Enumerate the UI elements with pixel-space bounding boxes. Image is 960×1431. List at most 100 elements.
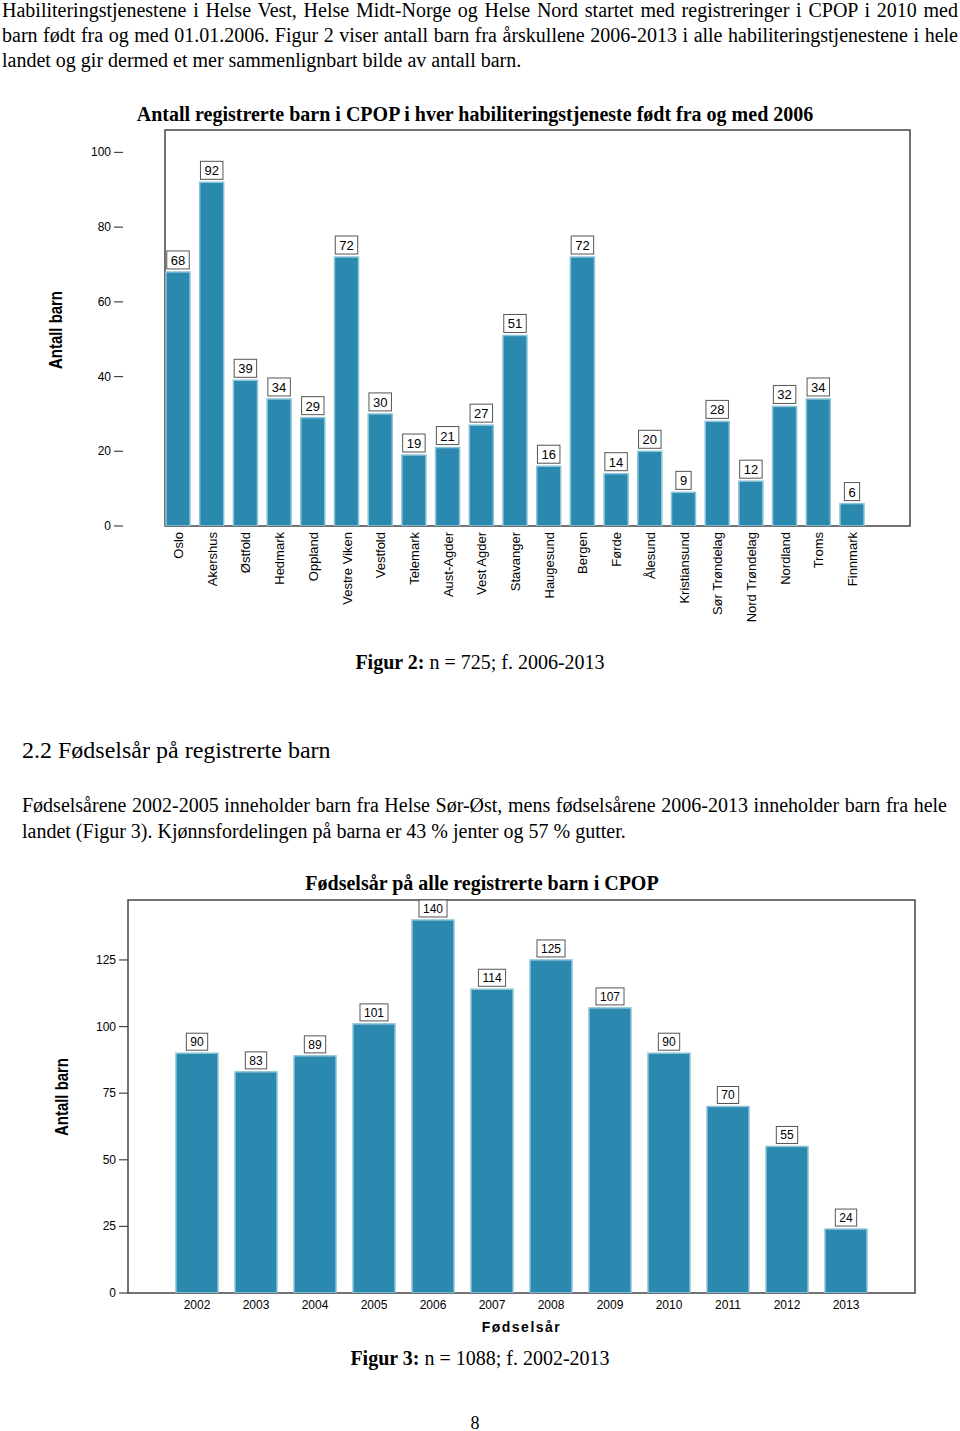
y-axis-label: Antall barn — [45, 291, 66, 369]
data-label: 140 — [419, 900, 447, 917]
data-label-text: 83 — [249, 1054, 263, 1068]
label-box — [470, 404, 492, 422]
bar — [200, 182, 224, 526]
bar — [707, 1106, 749, 1293]
x-tick-label: 2006 — [420, 1298, 447, 1312]
data-label: 24 — [835, 1209, 856, 1226]
data-label-text: 51 — [508, 316, 522, 331]
data-label: 90 — [186, 1033, 207, 1050]
data-label-text: 29 — [306, 399, 320, 414]
data-label: 32 — [773, 385, 795, 403]
data-label-text: 90 — [662, 1035, 676, 1049]
y-tick — [114, 152, 123, 153]
data-label: 20 — [639, 430, 661, 448]
intro-text: Habiliteringstjenestene i Helse Vest, He… — [2, 0, 958, 73]
data-label: 27 — [470, 404, 492, 422]
label-box — [504, 314, 526, 332]
data-label-text: 24 — [839, 1211, 853, 1225]
data-label: 34 — [807, 378, 829, 396]
data-label-text: 20 — [643, 432, 657, 447]
x-tick-label: Telemark — [407, 532, 422, 585]
data-label-text: 92 — [204, 163, 218, 178]
bar — [806, 399, 830, 526]
bar — [353, 1024, 395, 1293]
x-tick-label: Akershus — [205, 532, 220, 587]
x-tick-label: Bergen — [575, 532, 590, 574]
x-tick-label: Vestre Viken — [340, 532, 355, 605]
x-tick-label: Vest Agder — [474, 531, 489, 595]
y-tick-label: 0 — [109, 1286, 116, 1300]
y-tick-label: 50 — [103, 1153, 117, 1167]
data-label: 90 — [658, 1033, 679, 1050]
x-tick-label: 2009 — [597, 1298, 624, 1312]
data-label: 51 — [504, 314, 526, 332]
data-label: 29 — [302, 397, 324, 415]
bar — [638, 451, 662, 526]
bar — [773, 406, 797, 526]
label-box — [360, 1004, 388, 1021]
caption-text: n = 725; f. 2006-2013 — [429, 651, 604, 673]
data-label: 89 — [304, 1036, 325, 1053]
data-label: 83 — [245, 1052, 266, 1069]
data-label-text: 12 — [744, 462, 758, 477]
bar — [840, 504, 864, 526]
data-label: 6 — [844, 483, 859, 501]
bar — [436, 448, 460, 526]
chart-title: Antall registrerte barn i CPOP i hver ha… — [137, 103, 814, 126]
bar — [402, 455, 426, 526]
section-heading: 2.2 Fødselsår på registrerte barn — [22, 735, 922, 765]
label-box — [807, 378, 829, 396]
figure-caption: Figur 3: n = 1088; f. 2002-2013 — [0, 1347, 960, 1370]
y-tick-label: 100 — [96, 1020, 116, 1034]
y-tick — [114, 301, 123, 302]
charts: Antall registrerte barn i CPOP i hver ha… — [0, 0, 960, 1431]
data-label-text: 55 — [780, 1128, 794, 1142]
x-tick-label: Sør Trøndelag — [710, 532, 725, 615]
data-label-text: 27 — [474, 406, 488, 421]
x-tick-label: Ålesund — [643, 532, 658, 579]
bar — [294, 1056, 336, 1293]
y-tick — [114, 227, 123, 228]
x-tick-label: Troms — [811, 532, 826, 569]
bar — [648, 1053, 690, 1293]
x-tick-label: 2011 — [715, 1298, 741, 1312]
chart-title: Fødselsår på alle registrerte barn i CPO… — [305, 872, 658, 895]
data-label-text: 125 — [541, 942, 561, 956]
y-tick-label: 125 — [96, 953, 116, 967]
label-box — [658, 1033, 679, 1050]
data-label: 30 — [369, 393, 391, 411]
x-tick-label: 2008 — [538, 1298, 565, 1312]
x-tick-label: Stavanger — [508, 531, 523, 591]
bar — [368, 414, 392, 526]
x-tick-label: Nordland — [778, 532, 793, 585]
y-tick — [114, 451, 123, 452]
label-box — [773, 385, 795, 403]
data-label-text: 6 — [848, 485, 855, 500]
y-tick-label: 75 — [103, 1086, 117, 1100]
label-box — [596, 988, 624, 1005]
y-tick — [119, 1226, 128, 1227]
bar — [705, 421, 729, 526]
bars — [176, 920, 867, 1293]
data-label-text: 19 — [407, 436, 421, 451]
data-label: 70 — [717, 1086, 738, 1103]
data-label-text: 39 — [238, 361, 252, 376]
y-tick-label: 80 — [98, 220, 112, 234]
bar — [766, 1146, 808, 1293]
x-tick-label: Oslo — [171, 532, 186, 559]
section-text: Fødselsårene 2002-2005 inneholder barn f… — [22, 792, 947, 844]
x-tick-label: Oppland — [306, 532, 321, 581]
bar — [589, 1008, 631, 1293]
label-box — [419, 900, 447, 917]
data-label: 28 — [706, 400, 728, 418]
data-label-text: 140 — [423, 902, 443, 916]
data-label-text: 9 — [680, 473, 687, 488]
caption-text: n = 1088; f. 2002-2013 — [424, 1347, 609, 1369]
bar — [570, 257, 594, 526]
chart: Fødselsår på alle registrerte barn i CPO… — [52, 872, 915, 1335]
label-box — [304, 1036, 325, 1053]
y-tick — [119, 1093, 128, 1094]
y-tick — [114, 376, 123, 377]
x-tick-label: Nord Trøndelag — [744, 532, 759, 622]
x-tick-label: 2007 — [479, 1298, 506, 1312]
